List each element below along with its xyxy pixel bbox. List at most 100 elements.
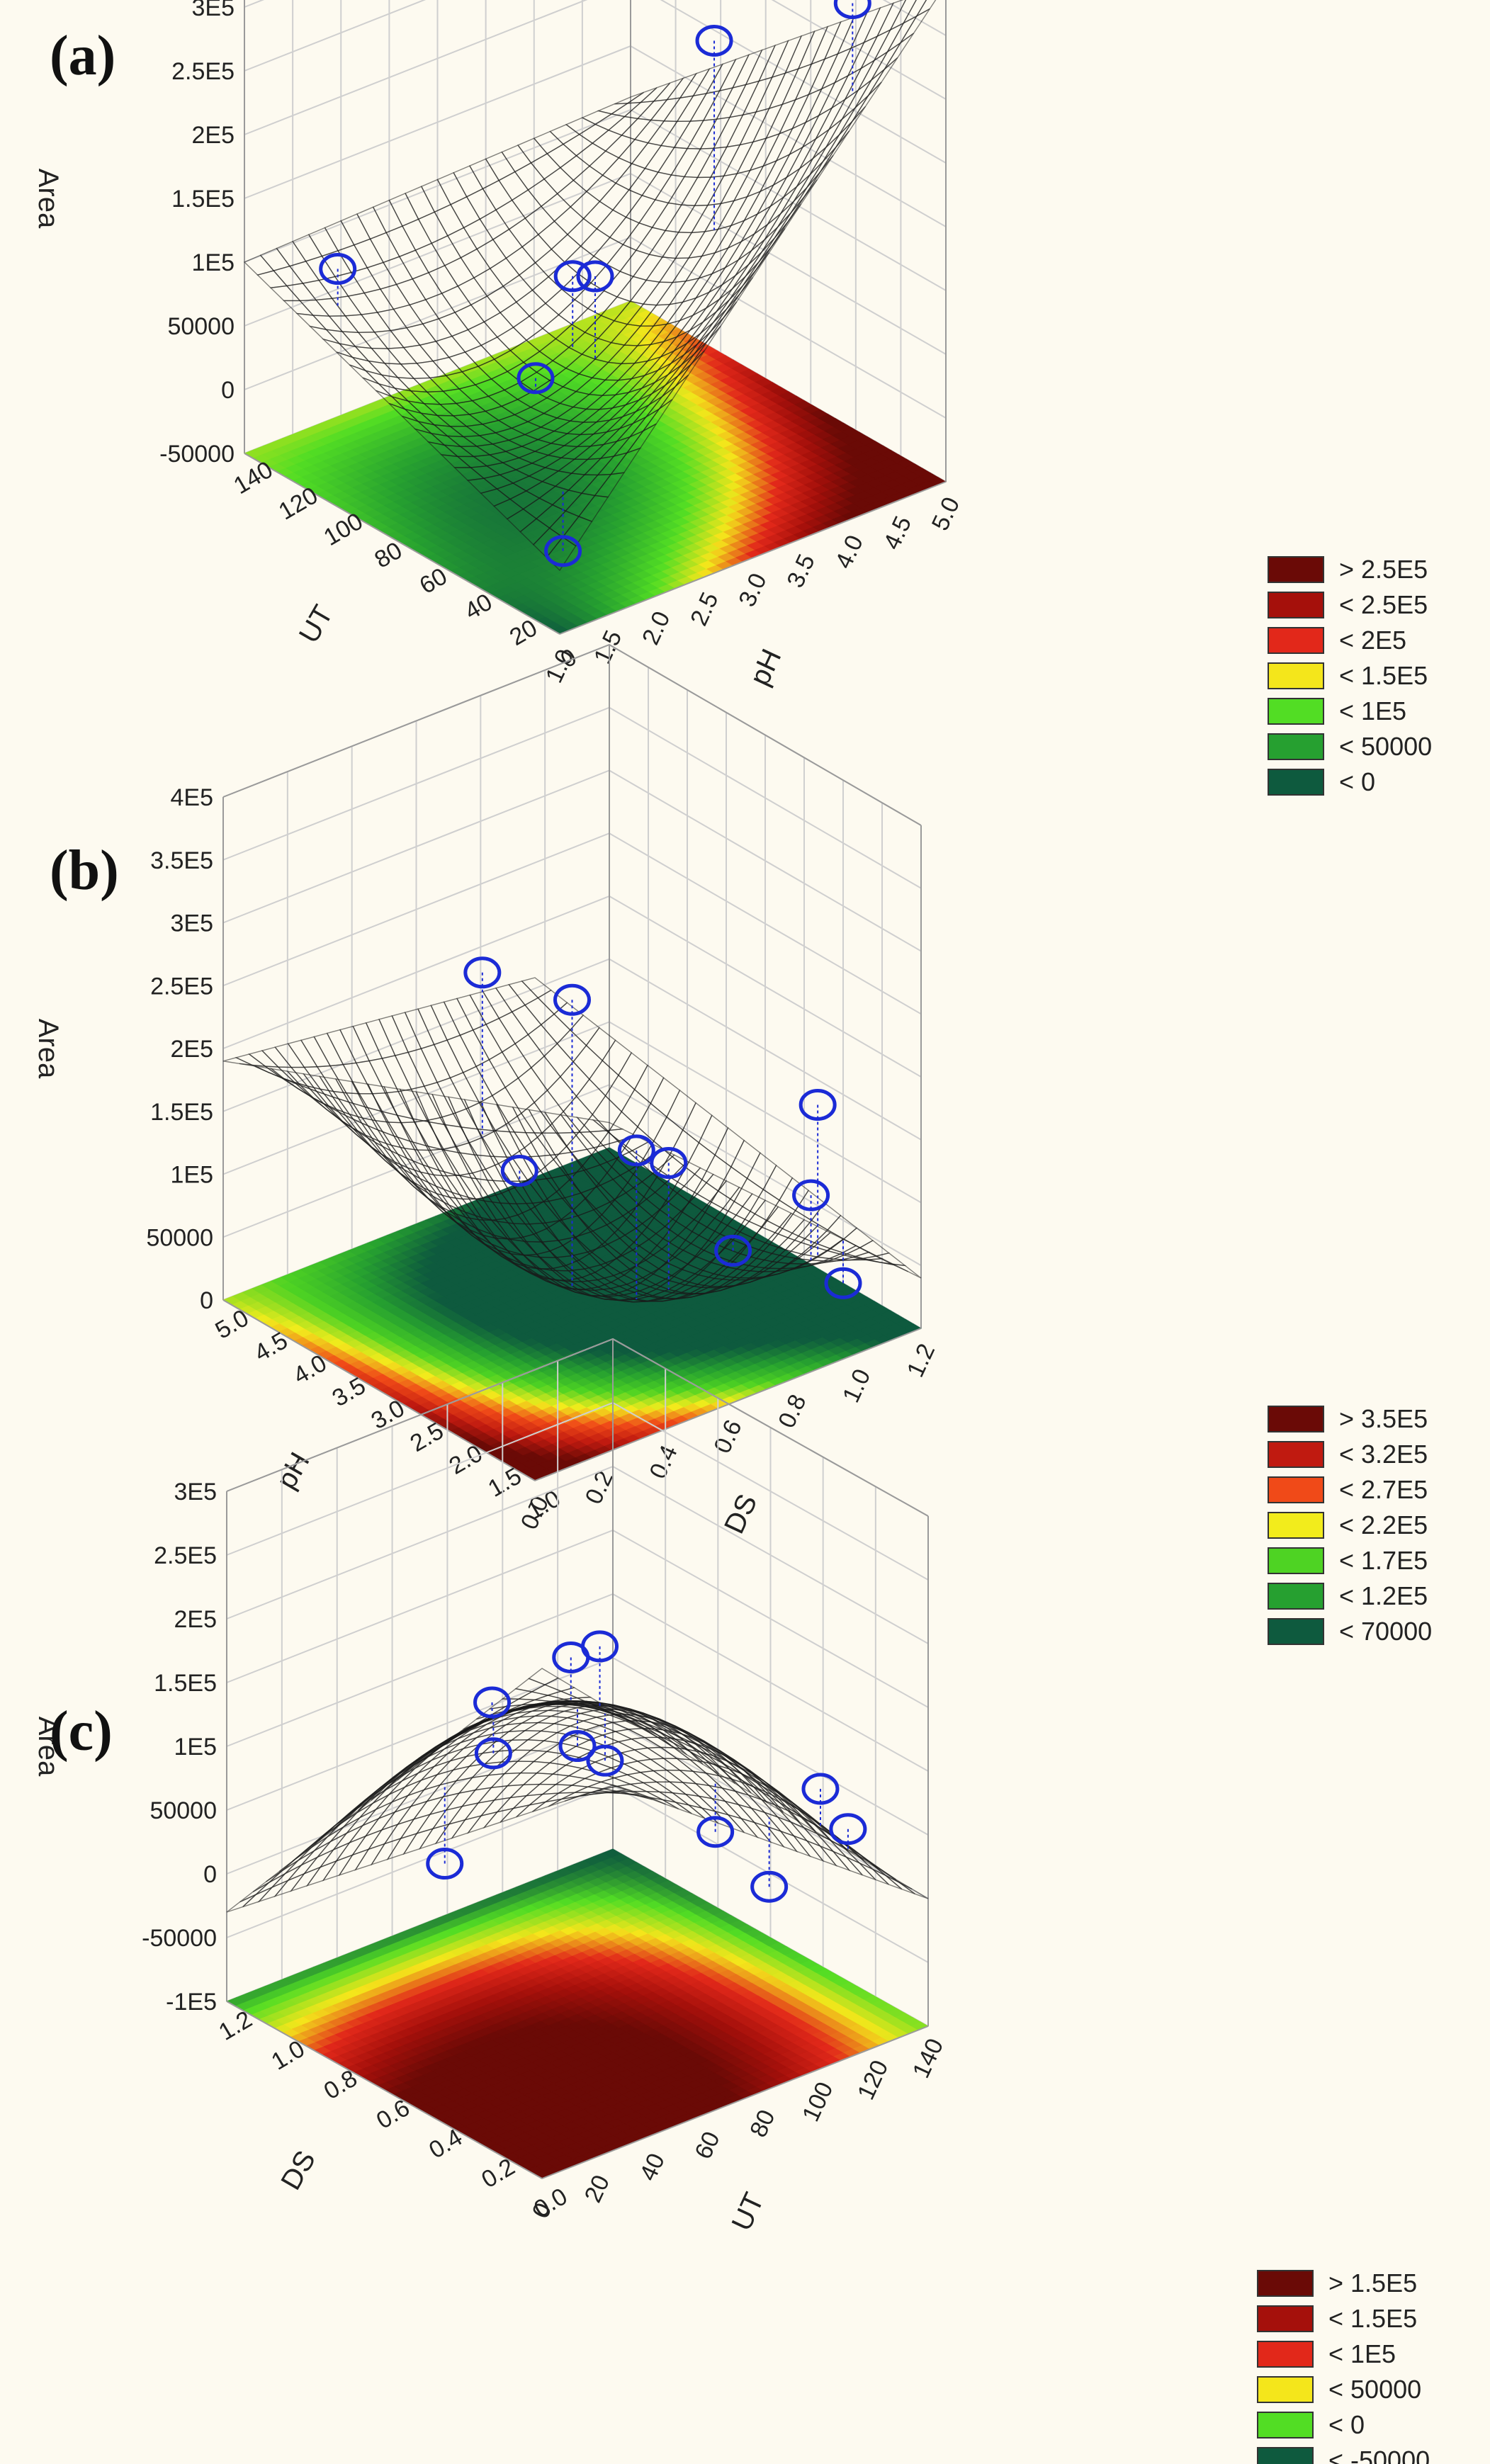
surface-cell (594, 113, 626, 131)
surface-cell (472, 1024, 503, 1061)
surface-cell (696, 1173, 728, 1202)
z-tick-label: 1E5 (192, 249, 235, 276)
surface-cell (530, 1055, 561, 1092)
z-tick-label: 3.5E5 (150, 847, 213, 874)
surface-cell (235, 1053, 267, 1067)
surface-cell (489, 257, 520, 287)
surface-cell (546, 143, 577, 169)
surface-cell (527, 178, 558, 208)
surface-cell (328, 315, 360, 334)
legend-swatch (1268, 698, 1324, 725)
surface-cell (502, 274, 534, 303)
surface-cell (648, 230, 679, 258)
surface-cell (611, 189, 643, 218)
y-tick-label: 4.0 (830, 531, 869, 573)
y-axis-title: DS (718, 1490, 763, 1539)
surface-cell (514, 162, 546, 191)
surface-cell (505, 246, 536, 276)
surface-cell (629, 279, 661, 305)
surface-cell (638, 199, 670, 228)
legend-swatch (1268, 1476, 1324, 1503)
surface-cell (581, 110, 613, 125)
surface-cell (300, 1036, 332, 1068)
legend-entry: > 3.5E5 (1339, 1404, 1428, 1433)
surface-cell (463, 1099, 495, 1131)
surface-cell (536, 1124, 568, 1160)
surface-cell (879, 1261, 908, 1272)
legend-swatch (1268, 1406, 1324, 1432)
y-tick-label: 1.0 (837, 1365, 876, 1407)
grid-line-z (244, 0, 947, 164)
surface-cell (248, 1050, 280, 1068)
surface-cell (509, 1131, 540, 1158)
surface-cell (342, 1062, 373, 1095)
surface-cell (651, 202, 683, 232)
legend-entry: < 2E5 (1339, 626, 1406, 655)
legend-swatch (1268, 1441, 1324, 1468)
z-tick-label: 50000 (146, 1224, 213, 1251)
surface-cell (633, 119, 665, 144)
surface-cell (706, 301, 738, 341)
z-tick-label: 50000 (167, 313, 235, 340)
response-surface (222, 977, 922, 1303)
z-tick-label: 1.5E5 (150, 1099, 213, 1126)
surface-cell (287, 1039, 318, 1068)
surface-cell (698, 1114, 729, 1156)
surface-cell (730, 190, 762, 227)
surface-cell (274, 1043, 305, 1068)
legend-entry: < 70000 (1339, 1617, 1432, 1646)
legend-swatch (1268, 1618, 1324, 1645)
surface-cell (423, 1081, 454, 1119)
y-tick-label: 1.5 (589, 626, 627, 668)
surface-cell (678, 290, 711, 322)
legend-swatch (1268, 627, 1324, 654)
surface-cell (599, 182, 630, 211)
z-tick-label: 2.5E5 (171, 58, 235, 85)
legend-swatch (1268, 556, 1324, 583)
surface-cell (830, 67, 863, 110)
surface-cell (788, 114, 820, 156)
surface-cell (711, 240, 743, 276)
surface-cell (697, 247, 730, 280)
surface-cell (256, 270, 288, 288)
surface-cell (661, 232, 693, 259)
surface-cell (483, 312, 514, 338)
surface-cell (521, 234, 553, 264)
surface-cell (633, 1064, 665, 1104)
surface-cell (386, 346, 418, 365)
grid-line-z (222, 706, 922, 889)
surface-cell (423, 1187, 453, 1214)
legend-entry: < 2.5E5 (1339, 590, 1428, 619)
surface-cell (876, 0, 907, 38)
surface-cell (733, 1177, 764, 1212)
surface-cell (657, 147, 689, 176)
panel-label: (b) (50, 840, 119, 902)
surface-cell (596, 209, 627, 239)
surface-cell (635, 227, 667, 255)
surface-cell (331, 295, 363, 317)
legend: > 3.5E5< 3.2E5< 2.7E5< 2.2E5< 1.7E5< 1.2… (1268, 1404, 1432, 1646)
surface-cell (701, 225, 733, 257)
surface-cell (632, 254, 664, 281)
surface-cell (454, 304, 485, 331)
z-tick-label: 1E5 (171, 1162, 214, 1189)
surface-cell (498, 171, 529, 201)
surface-cell (654, 174, 686, 204)
surface-cell (631, 142, 662, 169)
legend-entry: < 3.2E5 (1339, 1440, 1428, 1469)
surface-cell (541, 1132, 572, 1155)
legend-swatch (1268, 1512, 1324, 1539)
surface-cell (543, 1043, 575, 1078)
legend-swatch (1268, 662, 1324, 689)
y-axis-title: pH (744, 645, 787, 691)
z-tick-label: 4E5 (171, 784, 214, 811)
surface-cell (351, 1127, 383, 1155)
surface-cell (269, 285, 301, 302)
legend-entry: < 0 (1339, 767, 1375, 796)
surface-cell (407, 1048, 439, 1087)
surface-cell (462, 1066, 493, 1104)
grid-line-z (244, 0, 947, 100)
surface-cell (804, 81, 836, 124)
surface-cell (400, 363, 431, 379)
surface-cell (339, 1025, 371, 1064)
